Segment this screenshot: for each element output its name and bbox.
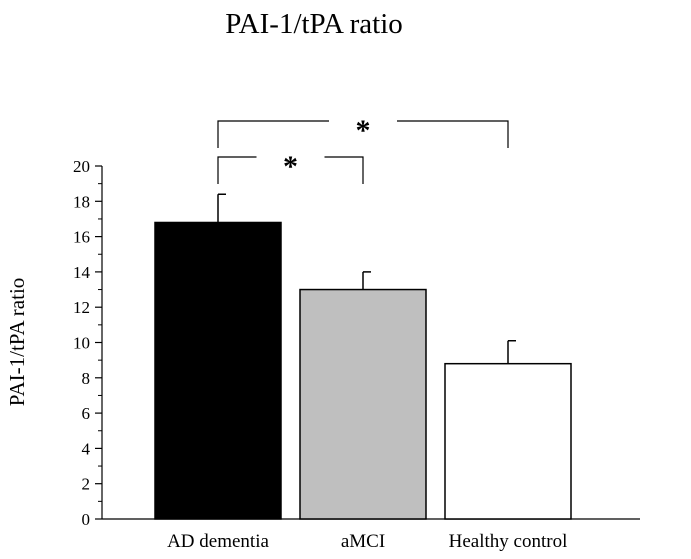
chart-title: PAI-1/tPA ratio: [225, 8, 403, 40]
x-tick-label: AD dementia: [167, 531, 269, 552]
bars: [154, 221, 572, 520]
y-tick-label: 20: [73, 157, 90, 176]
bar: [444, 362, 572, 520]
bar: [154, 221, 282, 520]
y-axis-label: PAI-1/tPA ratio: [5, 278, 29, 407]
category-labels: AD dementia aMCI Healthy control: [167, 531, 567, 552]
y-tick-label: 14: [73, 263, 91, 282]
significance-brackets: **: [217, 114, 509, 184]
y-tick-label: 8: [82, 369, 91, 388]
y-tick-label: 6: [82, 404, 91, 423]
y-tick-label: 2: [82, 475, 91, 494]
significance-bracket: [217, 120, 509, 148]
x-tick-label: aMCI: [341, 531, 385, 552]
x-tick-label: Healthy control: [449, 531, 568, 552]
y-tick-label: 12: [73, 298, 90, 317]
y-tick-label: 18: [73, 192, 90, 211]
error-bars: [217, 193, 516, 364]
significance-bracket: [217, 156, 364, 184]
significance-marker: *: [356, 114, 371, 147]
y-tick-label: 10: [73, 334, 90, 353]
y-tick-label: 0: [82, 510, 91, 529]
bar: [299, 288, 427, 520]
y-tick-label: 16: [73, 228, 90, 247]
significance-marker: *: [283, 150, 298, 183]
y-axis-ticks: 0 2 4 6 8 10 12 14 16 18 20: [73, 157, 102, 529]
y-tick-label: 4: [82, 439, 91, 458]
